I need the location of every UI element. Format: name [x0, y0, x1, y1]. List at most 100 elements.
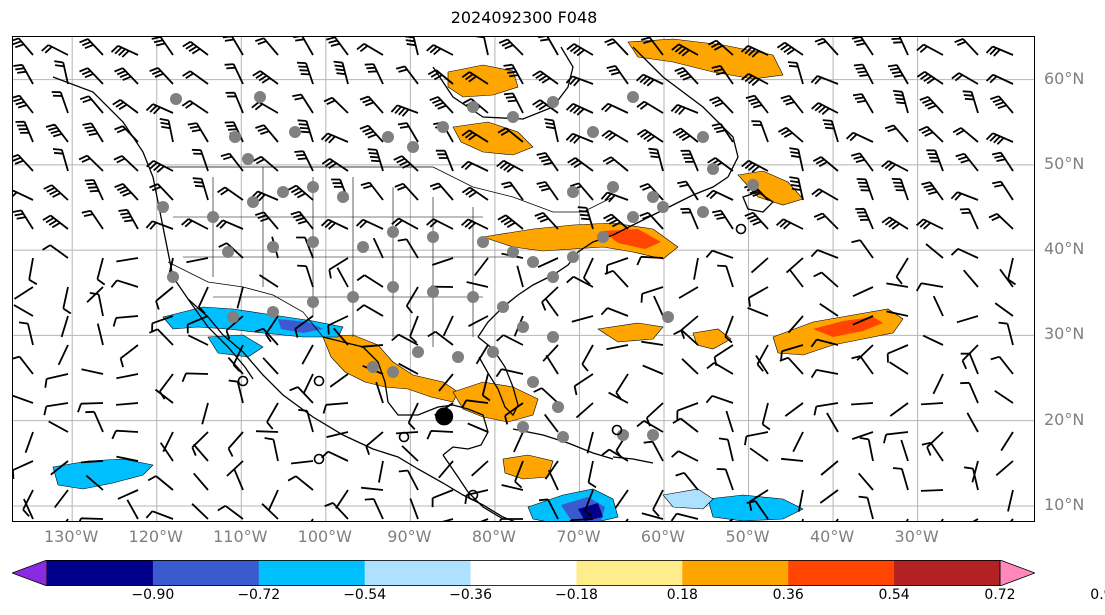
wind-barb [112, 99, 139, 114]
wind-barb [397, 238, 419, 259]
wind-barb [851, 37, 874, 56]
wind-barb [298, 409, 314, 433]
station-dot [247, 196, 259, 208]
colorbar-extend-high [999, 560, 1035, 586]
wind-barb [401, 445, 419, 462]
station-dot [647, 429, 659, 441]
wind-barb [53, 489, 69, 509]
station-dot [627, 211, 639, 223]
wind-barb [431, 489, 454, 508]
wind-barb [480, 518, 489, 521]
wind-barb [390, 104, 419, 117]
map-title: 2024092300 F048 [450, 8, 598, 27]
wind-barb [705, 189, 734, 201]
station-dot [387, 226, 399, 238]
wind-barb [111, 429, 139, 440]
wind-barb [228, 379, 244, 404]
wind-barb [43, 402, 69, 416]
storm-markers [237, 223, 747, 501]
station-dot [289, 126, 301, 138]
wind-barb [716, 468, 734, 491]
wind-barb [327, 315, 349, 335]
wind-barb [600, 102, 629, 114]
station-dot [170, 93, 182, 105]
wind-barb [747, 306, 769, 317]
wind-barb [361, 486, 384, 491]
wind-barb [797, 489, 804, 512]
wind-barb [819, 489, 839, 504]
wind-barb [713, 344, 734, 366]
wind-barb [81, 368, 104, 375]
wind-barb [145, 220, 174, 230]
wind-barb [233, 469, 244, 491]
station-dot [507, 111, 519, 123]
wind-barb [13, 355, 34, 375]
wind-barb [787, 315, 804, 334]
colorbar-segment [682, 560, 789, 586]
shade-orange-atl2 [597, 322, 664, 343]
wind-barb [755, 355, 769, 375]
colorbar-segment [152, 560, 260, 586]
wind-barb [606, 344, 629, 351]
wind-barb [671, 43, 699, 57]
wind-barb [429, 96, 454, 114]
wind-barb [181, 372, 209, 383]
wind-barb [409, 498, 419, 520]
coastline-east [477, 176, 729, 338]
wind-barb [1010, 518, 1014, 521]
wind-barb [940, 518, 944, 521]
wind-barb [255, 124, 279, 143]
wind-barb [261, 503, 279, 520]
wind-barb [466, 281, 489, 288]
colorbar-border [46, 560, 1001, 586]
wind-barb [641, 340, 664, 346]
wind-barb [645, 402, 664, 427]
wind-barb [544, 460, 559, 480]
station-dot [517, 421, 529, 433]
wind-barb [642, 364, 664, 375]
wind-barb [471, 460, 489, 477]
wind-barb [636, 420, 664, 433]
wind-barb [956, 315, 979, 324]
wind-barb [149, 328, 174, 346]
lat-tick-label: 60°N [1044, 68, 1085, 88]
wind-barb [845, 131, 874, 143]
wind-barb [360, 181, 384, 201]
coastline-florida [477, 336, 519, 417]
wind-barb [361, 344, 384, 348]
wind-barb [565, 75, 594, 87]
wind-barb [988, 212, 1014, 230]
station-dot [477, 236, 489, 248]
wind-barb [226, 460, 244, 477]
shade-blue-atlantic [707, 494, 804, 521]
shade-darknavy-centralam [578, 503, 603, 521]
lon-tick-label: 80°W [471, 527, 516, 546]
wind-barb [13, 63, 34, 85]
wind-barb [116, 455, 139, 462]
shade-orange-atl3 [692, 328, 732, 350]
wind-barb [711, 122, 734, 143]
wind-barb [393, 155, 419, 172]
wind-barb [921, 181, 944, 201]
wind-barb [114, 67, 139, 85]
map-canvas [13, 37, 1034, 521]
wind-barb [990, 95, 1014, 114]
wind-barb [65, 518, 69, 521]
wind-barb [788, 268, 804, 288]
lat-tick-label: 30°N [1044, 324, 1085, 344]
coastline-hispaniola [612, 456, 654, 464]
wind-barb [717, 264, 734, 288]
colorbar-tick-label: −0.54 [343, 587, 387, 603]
colorbar-segment [788, 560, 895, 586]
wind-barb [266, 402, 279, 430]
wind-barb [994, 302, 1014, 317]
station-dot [229, 131, 241, 143]
wind-barb [1007, 257, 1017, 286]
wind-barb [264, 437, 279, 462]
wind-barb [182, 70, 209, 85]
wind-barb [921, 441, 944, 462]
wind-barb [225, 91, 244, 114]
wind-barb [499, 518, 523, 521]
wind-barb [920, 489, 944, 492]
wind-barb [236, 286, 244, 309]
